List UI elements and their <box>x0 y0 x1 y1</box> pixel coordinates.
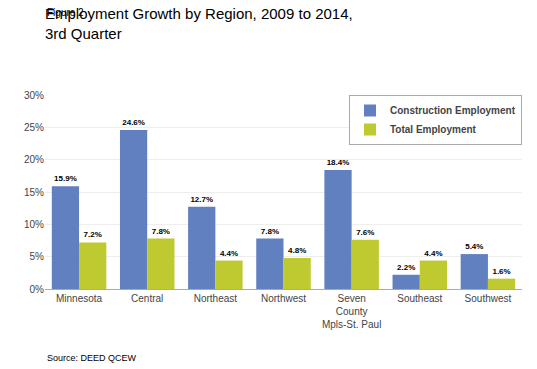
svg-text:Employment Growth by Region, 2: Employment Growth by Region, 2009 to 201… <box>45 5 353 42</box>
svg-text:18.4%: 18.4% <box>327 158 350 167</box>
svg-text:4.8%: 4.8% <box>288 246 306 255</box>
svg-text:24.6%: 24.6% <box>122 118 145 127</box>
svg-text:15.9%: 15.9% <box>54 174 77 183</box>
svg-text:5%: 5% <box>30 251 45 262</box>
svg-text:25%: 25% <box>24 122 44 133</box>
svg-text:7.6%: 7.6% <box>356 228 374 237</box>
svg-text:Construction Employment: Construction Employment <box>390 105 516 116</box>
svg-text:Total Employment: Total Employment <box>390 124 477 135</box>
svg-text:Minnesota: Minnesota <box>56 293 103 304</box>
svg-text:7.2%: 7.2% <box>84 230 102 239</box>
svg-text:Central: Central <box>131 293 163 304</box>
svg-text:4.4%: 4.4% <box>220 249 238 258</box>
svg-text:Northeast: Northeast <box>194 293 238 304</box>
svg-text:20%: 20% <box>24 154 44 165</box>
svg-text:Figure 2: Figure 2 <box>47 7 84 18</box>
svg-text:2.2%: 2.2% <box>397 263 415 272</box>
svg-text:1.6%: 1.6% <box>492 267 510 276</box>
svg-text:Northwest: Northwest <box>261 293 306 304</box>
svg-text:7.8%: 7.8% <box>152 227 170 236</box>
svg-text:0%: 0% <box>30 284 45 295</box>
svg-text:4.4%: 4.4% <box>424 249 442 258</box>
svg-text:10%: 10% <box>24 219 44 230</box>
svg-text:Southeast: Southeast <box>397 293 442 304</box>
svg-text:7.8%: 7.8% <box>261 227 279 236</box>
svg-text:Southwest: Southwest <box>465 293 512 304</box>
svg-text:15%: 15% <box>24 187 44 198</box>
svg-text:SevenCountyMpls-St. Paul: SevenCountyMpls-St. Paul <box>322 293 381 330</box>
svg-text:30%: 30% <box>24 90 44 101</box>
svg-text:5.4%: 5.4% <box>465 242 483 251</box>
svg-text:12.7%: 12.7% <box>190 195 213 204</box>
svg-text:Source: DEED QCEW: Source: DEED QCEW <box>47 353 137 363</box>
